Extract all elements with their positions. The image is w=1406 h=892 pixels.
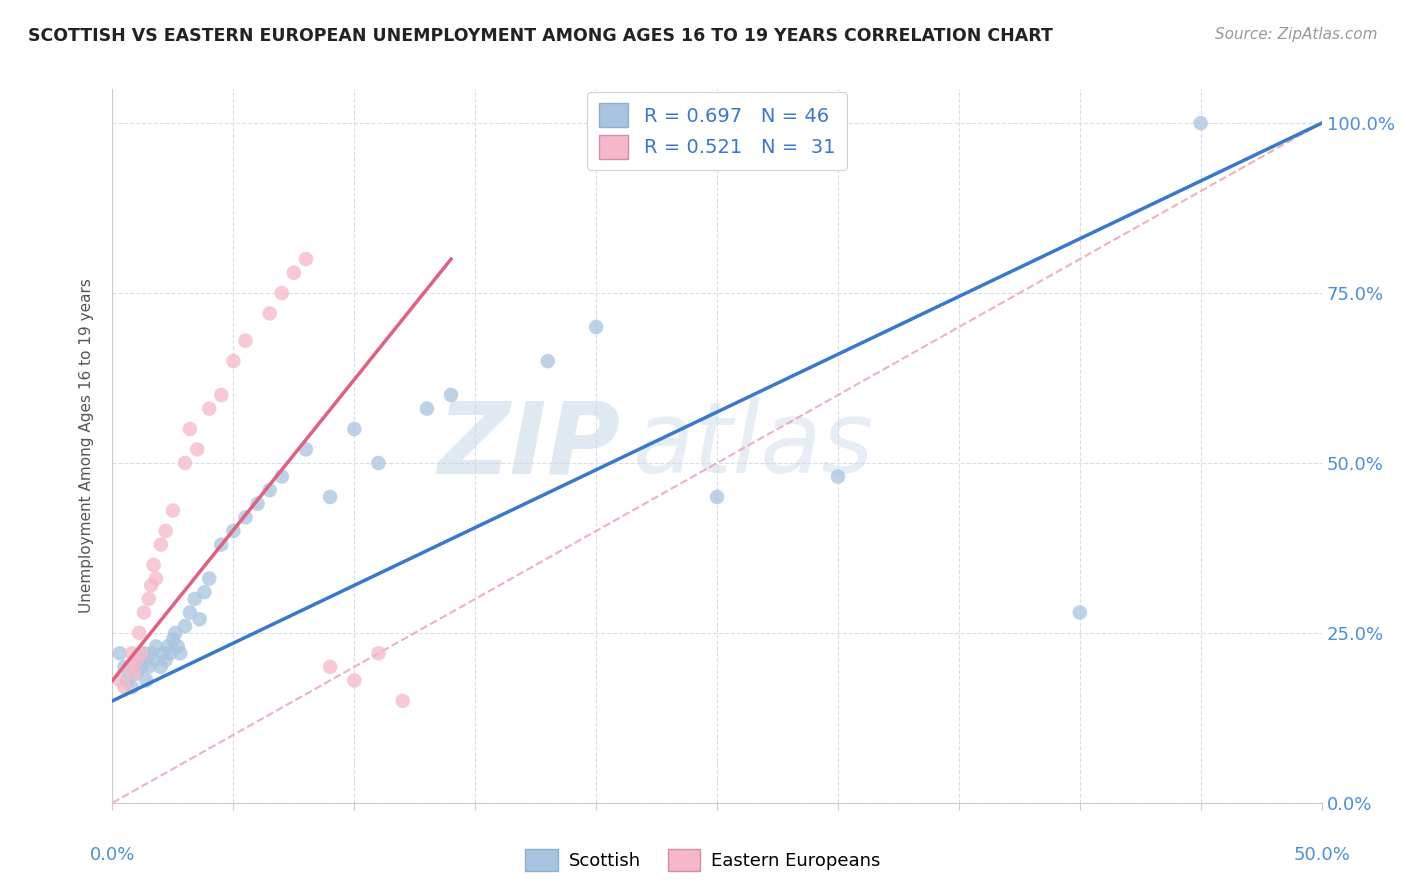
Point [118, 660, 141, 674]
Point [367, 646, 389, 660]
Point [183, 591, 205, 606]
Point [295, 442, 318, 457]
Point [128, 653, 150, 667]
Point [270, 469, 292, 483]
Point [145, 640, 167, 654]
Point [270, 286, 292, 301]
Legend: R = 0.697   N = 46, R = 0.521   N =  31: R = 0.697 N = 46, R = 0.521 N = 31 [588, 92, 846, 170]
Point [142, 653, 165, 667]
Point [343, 673, 366, 688]
Point [193, 585, 215, 599]
Text: 0.0%: 0.0% [90, 846, 135, 863]
Point [149, 660, 172, 674]
Point [141, 646, 163, 660]
Point [367, 456, 389, 470]
Point [135, 673, 157, 688]
Text: SCOTTISH VS EASTERN EUROPEAN UNEMPLOYMENT AMONG AGES 16 TO 19 YEARS CORRELATION : SCOTTISH VS EASTERN EUROPEAN UNEMPLOYMEN… [28, 27, 1053, 45]
Point [440, 388, 463, 402]
Point [155, 524, 177, 538]
Point [179, 606, 201, 620]
Text: atlas: atlas [633, 398, 875, 494]
Point [108, 646, 131, 660]
Point [283, 266, 305, 280]
Point [131, 660, 153, 674]
Text: 50.0%: 50.0% [1294, 846, 1350, 863]
Point [179, 422, 201, 436]
Point [222, 524, 245, 538]
Point [115, 673, 138, 688]
Point [198, 401, 221, 416]
Point [165, 626, 187, 640]
Point [706, 490, 728, 504]
Legend: Scottish, Eastern Europeans: Scottish, Eastern Europeans [519, 842, 887, 879]
Point [138, 591, 160, 606]
Point [169, 646, 191, 660]
Point [416, 401, 439, 416]
Point [827, 469, 849, 483]
Point [114, 660, 136, 674]
Point [209, 537, 232, 551]
Point [122, 666, 145, 681]
Point [159, 646, 181, 660]
Point [128, 626, 150, 640]
Point [222, 354, 245, 368]
Point [391, 694, 413, 708]
Point [537, 354, 560, 368]
Point [131, 646, 153, 660]
Point [157, 640, 180, 654]
Point [343, 422, 366, 436]
Point [319, 490, 342, 504]
Point [188, 612, 211, 626]
Point [125, 666, 148, 681]
Point [138, 660, 160, 674]
Point [295, 252, 318, 266]
Point [166, 640, 188, 654]
Point [174, 456, 197, 470]
Point [155, 653, 177, 667]
Point [162, 503, 184, 517]
Point [174, 619, 197, 633]
Point [259, 483, 281, 498]
Point [319, 660, 342, 674]
Point [152, 646, 174, 660]
Point [149, 537, 172, 551]
Point [246, 497, 269, 511]
Y-axis label: Unemployment Among Ages 16 to 19 years: Unemployment Among Ages 16 to 19 years [79, 278, 94, 614]
Point [132, 606, 155, 620]
Point [186, 442, 208, 457]
Point [132, 646, 155, 660]
Point [1069, 606, 1091, 620]
Point [209, 388, 232, 402]
Point [585, 320, 607, 334]
Point [108, 673, 131, 688]
Point [198, 572, 221, 586]
Point [1189, 116, 1212, 130]
Text: Source: ZipAtlas.com: Source: ZipAtlas.com [1215, 27, 1378, 42]
Point [121, 680, 143, 694]
Point [235, 334, 257, 348]
Text: ZIP: ZIP [437, 398, 620, 494]
Point [235, 510, 257, 524]
Point [142, 558, 165, 572]
Point [162, 632, 184, 647]
Point [259, 306, 281, 320]
Point [125, 653, 148, 667]
Point [121, 646, 143, 660]
Point [145, 572, 167, 586]
Point [114, 680, 136, 694]
Point [141, 578, 163, 592]
